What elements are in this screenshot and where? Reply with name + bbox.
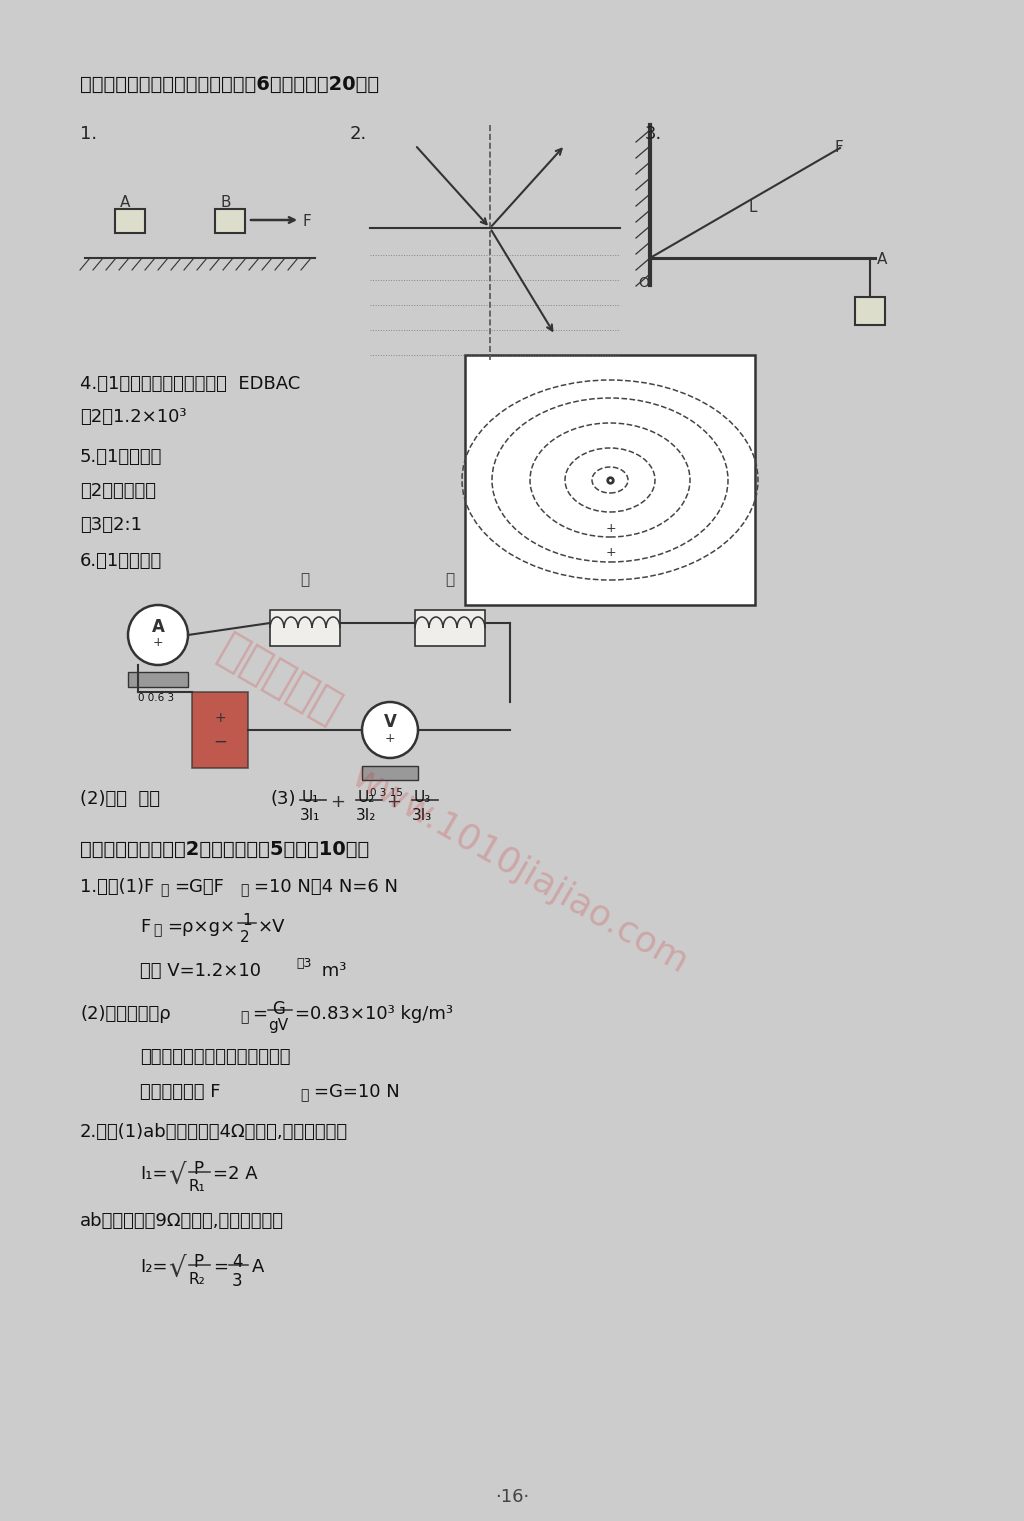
Text: 4.（1）游码放到零刻度线处  EDBAC: 4.（1）游码放到零刻度线处 EDBAC — [80, 376, 300, 392]
Text: （2）电流大小: （2）电流大小 — [80, 482, 156, 500]
Text: F: F — [303, 214, 311, 230]
Text: B: B — [220, 195, 230, 210]
Bar — [128, 672, 188, 687]
Text: A: A — [877, 252, 888, 268]
Text: 浮: 浮 — [153, 923, 162, 937]
Text: U₃: U₃ — [414, 789, 431, 805]
Bar — [362, 767, 418, 780]
Text: ×V: ×V — [258, 919, 286, 935]
Text: L: L — [748, 199, 757, 214]
Text: P: P — [193, 1161, 203, 1177]
Text: ab两点间接入9Ω电阻时,电路中的电流: ab两点间接入9Ω电阻时,电路中的电流 — [80, 1212, 284, 1230]
Text: 3I₁: 3I₁ — [300, 808, 321, 823]
Text: 三、作图、实验与简答题（本题有6个小题，共20分）: 三、作图、实验与简答题（本题有6个小题，共20分） — [80, 75, 379, 94]
Text: 3.: 3. — [645, 125, 663, 143]
Text: 因为物体的密度小于水的密度，: 因为物体的密度小于水的密度， — [140, 1048, 291, 1066]
Text: A: A — [152, 618, 165, 636]
Bar — [193, 692, 248, 768]
Text: =10 N－4 N=6 N: =10 N－4 N=6 N — [254, 878, 398, 896]
Text: I₂=: I₂= — [140, 1258, 168, 1276]
Text: +: + — [385, 732, 395, 744]
Text: www.1010jiajiao.com: www.1010jiajiao.com — [346, 759, 694, 981]
Text: 乙: 乙 — [300, 572, 309, 587]
Text: +: + — [606, 546, 616, 558]
Text: √: √ — [168, 1162, 185, 1189]
Text: +: + — [214, 710, 226, 726]
Text: A: A — [120, 195, 130, 210]
Text: √: √ — [168, 1255, 185, 1284]
Text: 0 3 15: 0 3 15 — [370, 788, 402, 799]
Text: 5.（1）如右图: 5.（1）如右图 — [80, 449, 163, 465]
Text: G: G — [272, 999, 285, 1018]
Text: =ρ×g×: =ρ×g× — [167, 919, 236, 935]
Text: 1: 1 — [242, 913, 252, 928]
Text: 3I₂: 3I₂ — [356, 808, 377, 823]
Text: R₁: R₁ — [189, 1179, 206, 1194]
Text: =G=10 N: =G=10 N — [314, 1083, 399, 1101]
Text: 所以物体漂浮 F: 所以物体漂浮 F — [140, 1083, 220, 1101]
Bar — [415, 610, 485, 646]
Text: 四、计算题（本题有2个小题，每题5分，共10分）: 四、计算题（本题有2个小题，每题5分，共10分） — [80, 840, 370, 859]
Circle shape — [362, 703, 418, 757]
Text: +: + — [153, 636, 163, 649]
Text: 浮: 浮 — [300, 1088, 308, 1103]
Bar — [215, 208, 245, 233]
Text: 2.解：(1)ab两点间接入4Ω电阻时,电路中的电流: 2.解：(1)ab两点间接入4Ω电阻时,电路中的电流 — [80, 1122, 348, 1141]
Text: （3）2:1: （3）2:1 — [80, 516, 142, 534]
Text: 甲: 甲 — [445, 572, 455, 587]
Text: +: + — [330, 792, 345, 811]
Text: 4: 4 — [232, 1253, 243, 1272]
Text: －3: －3 — [296, 957, 311, 970]
Text: 浮: 浮 — [160, 884, 168, 897]
Text: +: + — [606, 522, 616, 534]
Bar — [855, 297, 885, 325]
Text: =: = — [252, 1005, 267, 1024]
Text: +: + — [386, 792, 401, 811]
Circle shape — [128, 605, 188, 665]
Text: 1.: 1. — [80, 125, 97, 143]
Text: 3I₃: 3I₃ — [412, 808, 432, 823]
Text: 解得 V=1.2×10: 解得 V=1.2×10 — [140, 961, 261, 980]
Text: F: F — [140, 919, 151, 935]
Text: 物: 物 — [240, 1010, 249, 1024]
Text: P: P — [193, 1253, 203, 1272]
Text: =G－F: =G－F — [174, 878, 224, 896]
Text: U₂: U₂ — [358, 789, 376, 805]
Text: =2 A: =2 A — [213, 1165, 258, 1183]
Text: 2: 2 — [240, 929, 250, 945]
Bar — [115, 208, 145, 233]
Text: V: V — [384, 713, 396, 732]
Bar — [465, 354, 755, 605]
Text: (3): (3) — [270, 789, 296, 808]
Text: A: A — [252, 1258, 264, 1276]
Text: U₁: U₁ — [302, 789, 319, 805]
Text: −: − — [213, 733, 227, 751]
Text: m³: m³ — [316, 961, 346, 980]
Text: 精英家教网: 精英家教网 — [211, 628, 348, 732]
Text: (2)物体的密度ρ: (2)物体的密度ρ — [80, 1005, 171, 1024]
Text: F: F — [835, 140, 844, 155]
Text: 1.解：(1)F: 1.解：(1)F — [80, 878, 155, 896]
Text: I₁=: I₁= — [140, 1165, 168, 1183]
Text: =0.83×10³ kg/m³: =0.83×10³ kg/m³ — [295, 1005, 453, 1024]
Bar — [270, 610, 340, 646]
Text: (2)变小  变小: (2)变小 变小 — [80, 789, 160, 808]
Text: O: O — [638, 275, 649, 291]
Text: 0 0.6 3: 0 0.6 3 — [138, 694, 174, 703]
Text: R₂: R₂ — [189, 1272, 206, 1287]
Text: gV: gV — [268, 1018, 288, 1033]
Text: 3: 3 — [232, 1272, 243, 1290]
Text: =: = — [213, 1258, 228, 1276]
Text: 2.: 2. — [350, 125, 368, 143]
Text: 示: 示 — [240, 884, 249, 897]
Text: ·16·: ·16· — [495, 1488, 529, 1506]
Text: （2）1.2×10³: （2）1.2×10³ — [80, 408, 186, 426]
Text: 6.（1）如下图: 6.（1）如下图 — [80, 552, 162, 570]
